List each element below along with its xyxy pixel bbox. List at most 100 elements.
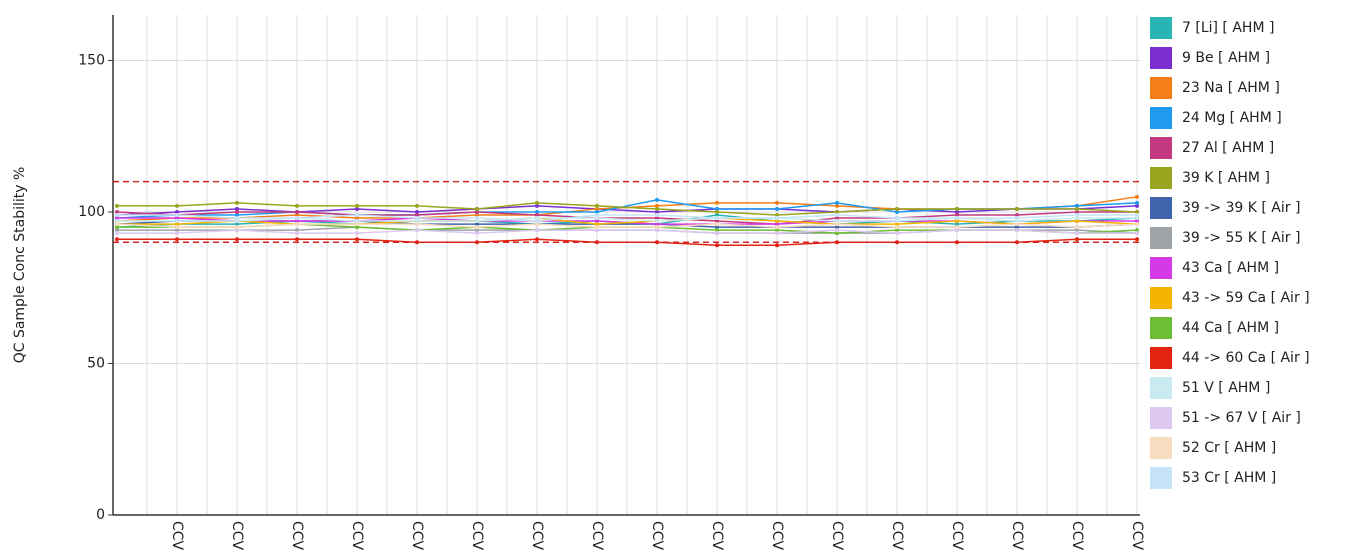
data-point <box>1075 237 1079 242</box>
grid: 0 50 100 150 CCV CCV CCV CCV CCV CCV CCV CCV CCV CCV C… <box>78 15 1145 551</box>
legend-swatch <box>1150 47 1172 69</box>
legend-swatch <box>1150 167 1172 189</box>
data-point <box>895 219 899 224</box>
data-point <box>235 237 239 242</box>
data-point <box>1075 203 1079 208</box>
data-point <box>715 200 719 205</box>
data-point <box>895 231 899 236</box>
data-point <box>835 203 839 208</box>
legend-swatch <box>1150 437 1172 459</box>
legend-label: 39 K [ AHM ] <box>1182 170 1270 186</box>
data-point <box>835 225 839 230</box>
data-point <box>115 213 119 217</box>
data-point <box>1135 209 1139 214</box>
legend-swatch <box>1150 227 1172 249</box>
data-point <box>775 231 779 236</box>
data-point <box>1135 216 1139 221</box>
data-point <box>655 209 659 214</box>
data-point <box>1075 206 1079 211</box>
x-tick-label: CCV <box>1009 521 1025 551</box>
data-point <box>955 213 959 217</box>
data-point <box>115 216 119 221</box>
data-point <box>355 203 359 208</box>
legend-label: 44 Ca [ AHM ] <box>1182 320 1279 336</box>
data-point <box>1135 200 1139 205</box>
x-tick-label: CCV <box>889 521 905 551</box>
data-point <box>895 228 899 233</box>
data-point <box>1075 213 1079 217</box>
data-point <box>655 213 659 217</box>
y-axis-label: QC Sample Conc Stability % <box>12 167 28 364</box>
data-point <box>595 222 599 227</box>
legend-swatch <box>1150 377 1172 399</box>
data-point <box>295 228 299 233</box>
legend-swatch <box>1150 407 1172 429</box>
legend-swatch <box>1150 287 1172 309</box>
data-point <box>295 222 299 227</box>
data-point <box>535 228 539 233</box>
x-tick-label: CCV <box>709 521 725 551</box>
data-point <box>595 203 599 208</box>
data-point <box>175 203 179 208</box>
data-point <box>1135 231 1139 236</box>
data-point <box>355 225 359 230</box>
data-point <box>235 213 239 217</box>
legend-swatch <box>1150 77 1172 99</box>
x-tick-label: CCV <box>229 521 245 551</box>
data-point <box>955 228 959 233</box>
data-point <box>1015 228 1019 233</box>
legend-swatch <box>1150 467 1172 489</box>
data-point <box>115 228 119 233</box>
data-point <box>955 216 959 221</box>
data-point <box>235 225 239 230</box>
data-point <box>535 200 539 205</box>
data-point <box>235 219 239 224</box>
data-point <box>895 206 899 211</box>
legend-label: 43 Ca [ AHM ] <box>1182 260 1279 276</box>
data-point <box>775 222 779 227</box>
data-point <box>955 222 959 227</box>
data-point <box>1135 194 1139 199</box>
data-point <box>415 219 419 224</box>
data-point <box>1135 228 1139 233</box>
data-point <box>535 222 539 227</box>
data-point <box>475 231 479 236</box>
data-point <box>115 237 119 242</box>
series-line <box>116 211 1137 225</box>
data-point <box>475 206 479 211</box>
data-point <box>715 228 719 233</box>
data-point <box>715 216 719 221</box>
data-point <box>175 228 179 233</box>
data-point <box>355 213 359 217</box>
data-point <box>715 222 719 227</box>
data-point <box>175 213 179 217</box>
data-point <box>715 213 719 217</box>
legend-swatch <box>1150 347 1172 369</box>
data-point <box>595 216 599 221</box>
data-point <box>655 228 659 233</box>
data-point <box>595 206 599 211</box>
data-point <box>175 237 179 242</box>
data-point <box>715 225 719 230</box>
data-point <box>295 237 299 242</box>
x-tick-label: CCV <box>949 521 965 551</box>
x-tick-label: CCV <box>349 521 365 551</box>
data-point <box>115 203 119 208</box>
data-point <box>295 203 299 208</box>
legend-label: 39 -> 39 K [ Air ] <box>1182 200 1300 216</box>
legend-label: 52 Cr [ AHM ] <box>1182 440 1276 456</box>
x-tick-label: CCV <box>1069 521 1085 551</box>
data-point <box>175 225 179 230</box>
data-point <box>775 216 779 221</box>
data-point <box>355 231 359 236</box>
data-point <box>1075 209 1079 214</box>
data-point <box>475 213 479 217</box>
data-point <box>835 231 839 236</box>
legend-label: 24 Mg [ AHM ] <box>1182 110 1282 126</box>
legend-label: 23 Na [ AHM ] <box>1182 80 1280 96</box>
data-point <box>475 216 479 221</box>
series-line <box>116 223 1138 228</box>
data-point <box>775 206 779 211</box>
data-point <box>355 206 359 211</box>
